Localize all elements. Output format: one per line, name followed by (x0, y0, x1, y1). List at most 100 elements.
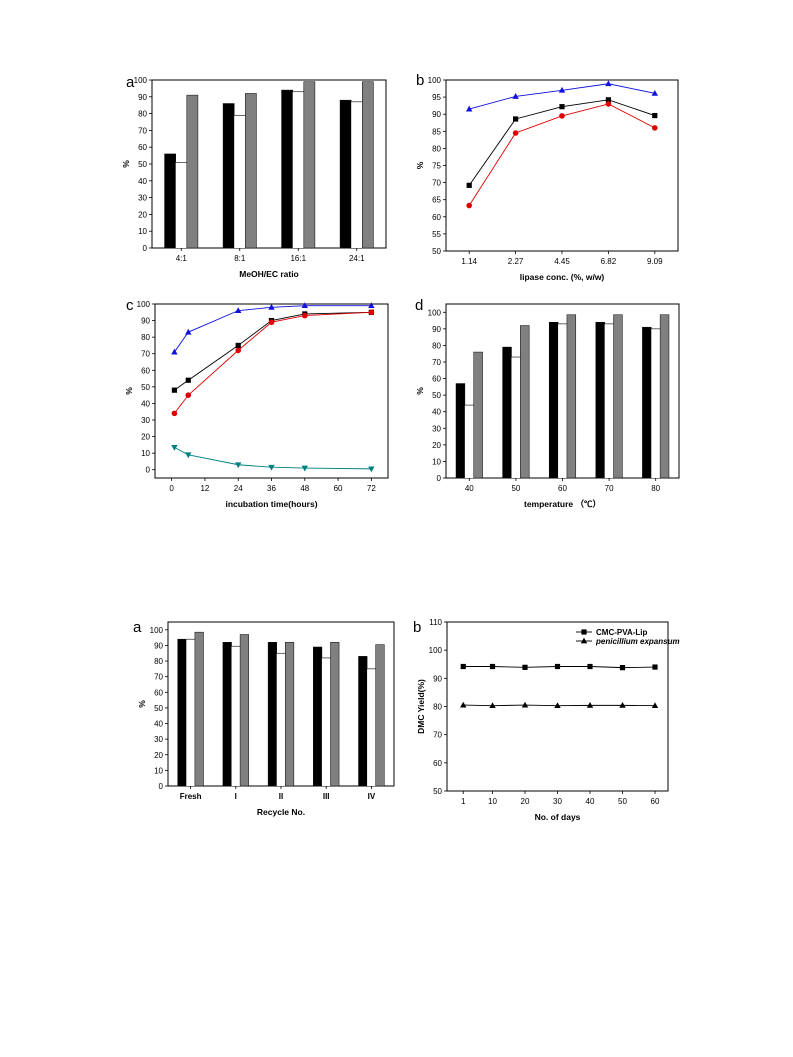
data-point (185, 392, 192, 398)
y-tick-label: 60 (154, 688, 163, 697)
data-point (171, 410, 178, 417)
x-tick-label: III (323, 792, 330, 801)
panel-letter: d (415, 297, 423, 314)
y-axis-label: % (124, 387, 134, 395)
bar (520, 325, 530, 479)
y-tick-label: 20 (138, 210, 147, 219)
legend-marker (580, 637, 588, 644)
bar (375, 644, 385, 787)
x-tick-label: 60 (651, 797, 660, 806)
y-tick-label: 10 (154, 766, 163, 775)
y-tick-label: 100 (150, 626, 164, 635)
data-point (301, 302, 308, 309)
data-point (651, 89, 658, 96)
data-point (268, 319, 275, 326)
x-tick-label: 70 (605, 484, 614, 493)
y-tick-label: 100 (428, 76, 442, 85)
bar (222, 103, 235, 249)
bar (292, 91, 304, 248)
panel-letter: b (413, 619, 421, 636)
y-tick-label: 40 (432, 408, 441, 417)
bar (566, 314, 577, 479)
data-point (460, 701, 467, 708)
y-tick-label: 70 (154, 673, 163, 682)
data-point (619, 665, 626, 671)
x-tick-label: 40 (586, 797, 595, 806)
bar (231, 646, 241, 786)
bar (358, 656, 368, 787)
x-tick-label: 40 (465, 484, 474, 493)
data-point (554, 663, 561, 670)
bar (234, 115, 246, 248)
y-tick-label: 80 (432, 341, 441, 350)
series-line (468, 99, 655, 186)
bar (303, 81, 316, 249)
y-axis-label: % (137, 700, 147, 708)
y-axis-label: DMC Yield(%) (416, 679, 426, 734)
y-tick-label: 70 (138, 126, 147, 135)
x-tick-label: 1.14 (461, 257, 477, 266)
x-tick-label: 50 (511, 484, 520, 493)
y-tick-label: 30 (432, 424, 441, 433)
bar (351, 101, 363, 248)
bar (281, 89, 293, 249)
y-axis-label: % (121, 160, 131, 168)
chart-p3: c 0 10 20 30 40 50 60 70 80 90 100 0 12 24 36 48 60 72 incu… (124, 297, 389, 509)
data-point (466, 202, 473, 209)
data-point (513, 116, 519, 122)
data-point (368, 309, 375, 316)
y-tick-label: 100 (428, 308, 442, 317)
x-tick-label: 0 (169, 484, 174, 493)
y-tick-label: 50 (138, 160, 147, 169)
bar (362, 81, 374, 249)
y-tick-label: 50 (432, 247, 441, 256)
bar (239, 634, 249, 787)
panel-letter: a (126, 74, 135, 91)
bar (558, 323, 567, 478)
y-tick-label: 80 (433, 703, 442, 712)
data-point (171, 387, 178, 393)
x-axis-label: lipase conc. (%, w/w) (520, 272, 605, 282)
data-point (558, 86, 566, 93)
y-tick-label: 80 (138, 110, 147, 119)
bar (186, 639, 195, 786)
x-tick-label: 60 (558, 484, 567, 493)
legend-label: CMC-PVA-Lip (596, 628, 648, 637)
bar (186, 94, 199, 249)
data-point (559, 113, 565, 119)
y-tick-label: 100 (429, 646, 443, 655)
y-tick-label: 50 (432, 391, 441, 400)
series-line (468, 103, 656, 206)
y-tick-label: 70 (433, 731, 442, 740)
data-point (185, 377, 191, 383)
data-point (268, 303, 275, 310)
legend-marker (581, 629, 587, 635)
data-point (512, 130, 519, 136)
bar (613, 314, 623, 479)
bar (175, 162, 187, 248)
bar (502, 346, 512, 479)
y-tick-label: 80 (141, 333, 150, 342)
y-tick-label: 30 (141, 416, 150, 425)
bar (604, 323, 614, 478)
data-point (466, 105, 473, 112)
bar (595, 321, 605, 479)
bar (464, 405, 474, 478)
x-axis-label: MeOH/EC ratio (239, 269, 299, 279)
data-point (605, 101, 612, 107)
data-point (460, 663, 466, 670)
y-tick-label: 0 (437, 474, 442, 483)
x-tick-label: 1 (461, 797, 466, 806)
data-point (586, 701, 594, 708)
data-point (301, 312, 308, 319)
x-tick-label: 50 (618, 797, 627, 806)
x-tick-label: 48 (300, 484, 309, 493)
bar (330, 642, 340, 787)
x-axis-label: No. of days (535, 812, 581, 822)
data-point (559, 104, 565, 110)
y-tick-label: 65 (432, 196, 441, 205)
y-tick-label: 70 (141, 350, 150, 359)
data-point (235, 462, 242, 469)
y-tick-label: 10 (432, 457, 441, 466)
